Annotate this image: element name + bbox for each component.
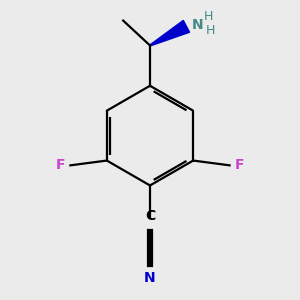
Text: F: F — [234, 158, 244, 172]
Text: N: N — [144, 272, 156, 286]
Text: C: C — [145, 209, 155, 223]
Polygon shape — [150, 20, 190, 46]
Text: N: N — [192, 18, 204, 32]
Text: H: H — [204, 10, 213, 23]
Text: F: F — [56, 158, 66, 172]
Text: H: H — [206, 24, 215, 37]
